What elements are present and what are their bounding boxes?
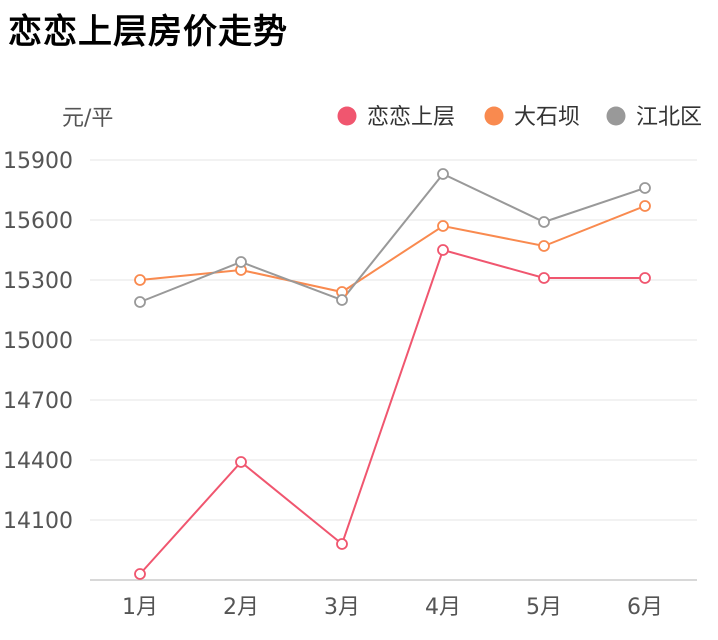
x-tick-label: 1月	[122, 595, 158, 620]
page-title: 恋恋上层房价走势	[8, 12, 288, 52]
data-point[interactable]	[538, 272, 550, 284]
x-tick-label: 6月	[627, 595, 663, 620]
y-axis-ticks: 14100 14400 14700 15000 15300 15600 15900	[3, 149, 73, 534]
series-line-2	[139, 205, 646, 294]
legend-item-1[interactable]: 恋恋上层	[337, 105, 456, 130]
y-tick-label: 14700	[3, 389, 73, 414]
x-tick-label: 3月	[324, 595, 360, 620]
x-tick-label: 2月	[223, 595, 259, 620]
data-point[interactable]	[437, 220, 449, 232]
data-point[interactable]	[336, 294, 348, 306]
legend-label: 恋恋上层	[367, 105, 455, 130]
series-line-3	[139, 172, 646, 303]
legend-marker	[606, 106, 626, 126]
data-point[interactable]	[336, 538, 348, 550]
legend-label: 大石坝	[514, 105, 580, 130]
grid-lines	[90, 159, 697, 581]
y-tick-label: 14100	[3, 509, 73, 534]
series-lines	[139, 172, 646, 575]
legend-item-2[interactable]: 大石坝	[484, 105, 581, 130]
data-point[interactable]	[639, 200, 651, 212]
y-tick-label: 14400	[3, 449, 73, 474]
series-points	[134, 168, 651, 580]
data-point[interactable]	[538, 216, 550, 228]
data-point[interactable]	[134, 296, 146, 308]
y-tick-label: 15300	[3, 269, 73, 294]
legend-item-3[interactable]: 江北区	[606, 105, 703, 130]
data-point[interactable]	[235, 456, 247, 468]
data-point[interactable]	[437, 244, 449, 256]
x-tick-label: 5月	[526, 595, 562, 620]
y-tick-label: 15600	[3, 209, 73, 234]
data-point[interactable]	[639, 182, 651, 194]
data-point[interactable]	[538, 240, 550, 252]
data-point[interactable]	[134, 274, 146, 286]
x-tick-label: 4月	[425, 595, 461, 620]
legend: 恋恋上层 大石坝 江北区	[337, 105, 703, 130]
y-tick-label: 15900	[3, 149, 73, 174]
data-point[interactable]	[639, 272, 651, 284]
x-axis-ticks: 1月 2月 3月 4月 5月 6月	[122, 595, 663, 620]
y-axis-unit-label: 元/平	[62, 106, 113, 131]
legend-marker	[484, 106, 504, 126]
legend-label: 江北区	[636, 105, 702, 130]
data-point[interactable]	[235, 256, 247, 268]
series-line-1	[139, 248, 645, 575]
data-point[interactable]	[437, 168, 449, 180]
data-point[interactable]	[134, 568, 146, 580]
y-tick-label: 15000	[3, 329, 73, 354]
legend-marker	[337, 106, 357, 126]
